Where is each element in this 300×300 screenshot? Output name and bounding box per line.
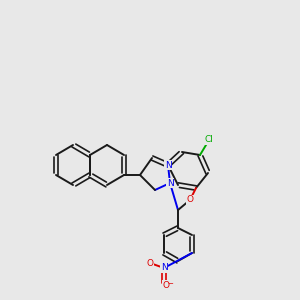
Text: O: O (163, 280, 170, 290)
Text: N: N (165, 160, 171, 169)
Text: N: N (160, 263, 167, 272)
Text: O: O (146, 259, 154, 268)
Text: N: N (167, 178, 173, 188)
Text: −: − (167, 281, 173, 287)
Text: Cl: Cl (205, 136, 213, 145)
Text: O: O (187, 196, 194, 205)
